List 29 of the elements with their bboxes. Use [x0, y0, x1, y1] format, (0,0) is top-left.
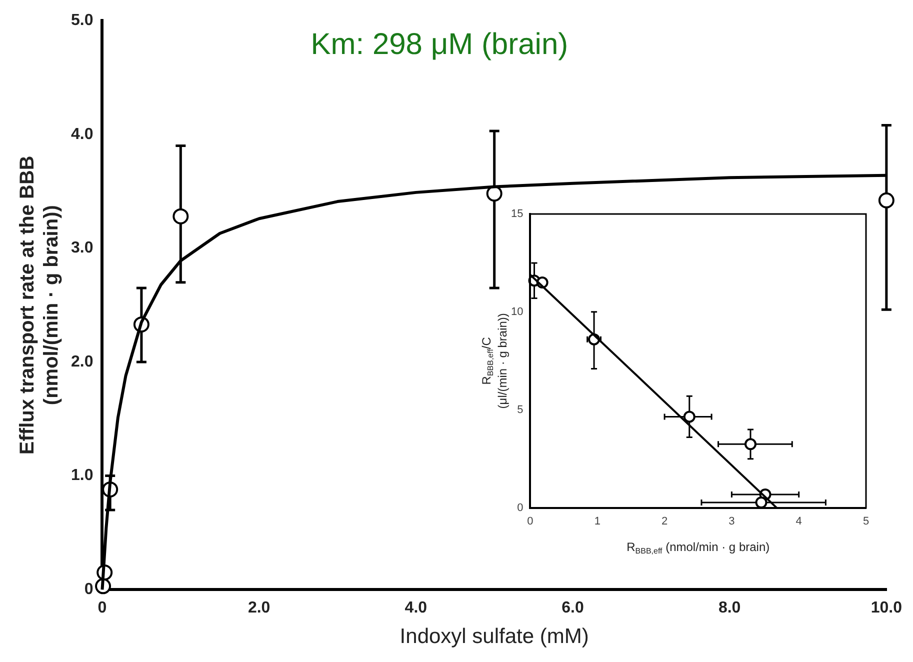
- x-tick-label: 4.0: [404, 600, 428, 617]
- y-tick-label: 3.0: [70, 240, 94, 257]
- y-tick-label: 10: [510, 306, 524, 318]
- x-tick-label: 0: [98, 600, 107, 617]
- point: [683, 410, 696, 423]
- x-tick-label: 8.0: [718, 600, 741, 617]
- x-tick-label: 1: [594, 515, 600, 528]
- x-tick-label: 0: [527, 515, 534, 528]
- x-tick-label: 2.0: [248, 600, 270, 617]
- x-axis-title: Indoxyl sulfate (mM): [400, 625, 589, 648]
- point: [744, 438, 756, 450]
- y-tick-label: 4.0: [70, 126, 94, 143]
- x-tick-label: 5: [862, 515, 870, 528]
- y-tick-label: 5: [517, 404, 524, 416]
- y-tick-label: 1.0: [70, 467, 94, 484]
- x-tick-label: 6.0: [562, 600, 584, 617]
- x-tick-label: 3: [728, 515, 735, 528]
- x-tick-label: 4: [796, 515, 802, 528]
- y-tick-label: 15: [510, 208, 524, 220]
- annotation: Km: 298 μM (brain): [310, 28, 568, 61]
- x-tick-label: 2: [661, 515, 668, 528]
- point: [172, 208, 189, 224]
- y-tick-label: 0: [517, 502, 524, 514]
- y-tick-label: 2.0: [70, 353, 94, 370]
- y-axis-title: Efflux transport rate at the BBB (nmol/(min · g brain)): [16, 156, 63, 455]
- x-tick-label: 10.0: [870, 600, 902, 617]
- y-tick-label: 5.0: [70, 12, 94, 30]
- point: [878, 192, 894, 208]
- y-tick-label: 0: [84, 581, 94, 598]
